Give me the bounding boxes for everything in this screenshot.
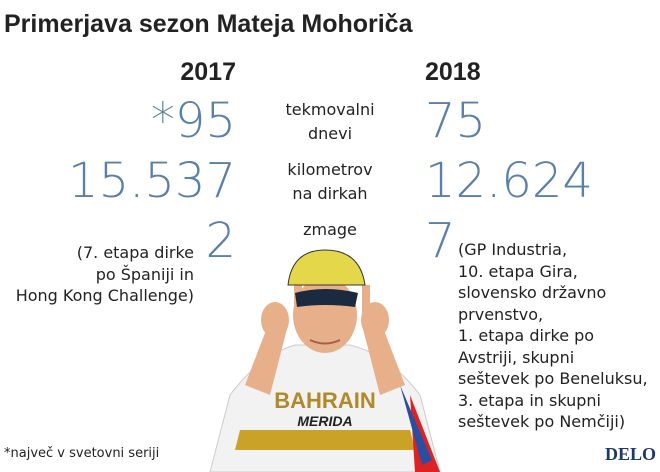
note-line: seštevek po Beneluksu, [458, 369, 648, 388]
value-2017: *95 [150, 93, 236, 149]
row-label: dnevi [307, 124, 353, 143]
row-label: kilometrov [287, 160, 373, 179]
note-line: Hong Kong Challenge) [15, 286, 194, 305]
note-line: (7. etapa dirke [76, 243, 194, 262]
note-line: (GP Industria, [458, 240, 568, 259]
source: DELO [604, 444, 656, 464]
value-2017: 15.537 [68, 153, 236, 209]
note-line: 1. etapa dirke po [458, 326, 595, 345]
note-line: 3. etapa in skupni [458, 390, 601, 410]
cyclist-photo: BAHRAIN MERIDA [209, 249, 441, 472]
note-line: Avstriji, skupni [458, 347, 575, 367]
svg-text:MERIDA: MERIDA [297, 413, 352, 429]
row-label: tekmovalni [285, 100, 375, 119]
year: 2017 [180, 58, 236, 86]
note-line: slovensko državno [458, 283, 607, 302]
note-line: 10. etapa Gira, [458, 261, 578, 281]
title: Primerjava sezon Mateja Mohoriča [4, 10, 413, 38]
svg-text:BAHRAIN: BAHRAIN [274, 388, 375, 413]
value-2018: 12.624 [425, 153, 593, 209]
value-2017: 2 [205, 213, 236, 269]
footnote: *največ v svetovni seriji [4, 446, 160, 461]
note-line: prvenstvo, [458, 304, 544, 324]
note-line: seštevek po Nemčiji) [458, 412, 626, 431]
value-2018: 75 [425, 93, 487, 149]
row-label: na dirkah [292, 184, 368, 203]
note-line: po Španiji in [95, 264, 194, 284]
row-label: zmage [303, 220, 357, 239]
value-2018: 7 [425, 213, 456, 269]
year: 2018 [425, 58, 481, 86]
